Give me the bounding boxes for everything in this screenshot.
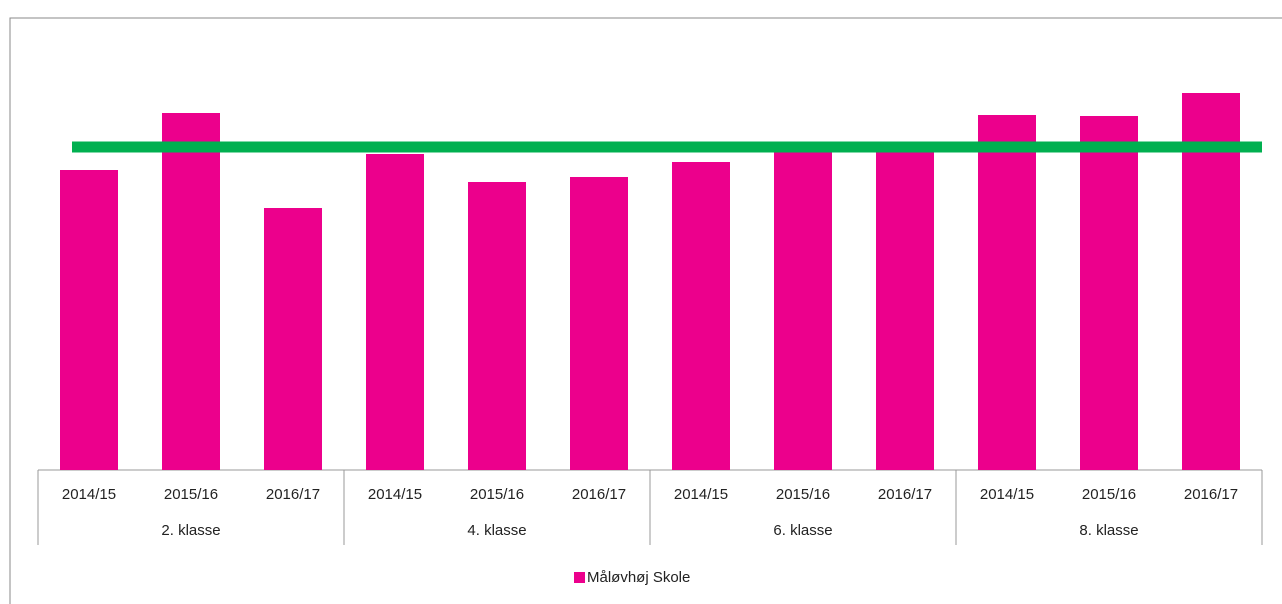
x-tick-label: 2015/16	[470, 486, 524, 503]
x-tick-label: 2015/16	[164, 486, 218, 503]
bar	[570, 177, 628, 470]
x-tick-label: 2016/17	[1184, 486, 1238, 503]
x-tick-label: 2015/16	[776, 486, 830, 503]
bar	[162, 113, 220, 470]
x-tick-label: 2014/15	[674, 486, 728, 503]
bar	[468, 182, 526, 470]
bar	[876, 150, 934, 470]
bar	[1182, 93, 1240, 470]
bar	[60, 170, 118, 470]
bar	[366, 154, 424, 470]
x-tick-label: 2016/17	[572, 486, 626, 503]
bar	[1080, 116, 1138, 470]
x-tick-label: 2014/15	[980, 486, 1034, 503]
group-label: 8. klasse	[1079, 522, 1138, 539]
x-tick-label: 2016/17	[266, 486, 320, 503]
legend-swatch	[574, 572, 585, 583]
legend-label: Måløvhøj Skole	[587, 569, 690, 586]
bar	[672, 162, 730, 470]
x-tick-label: 2014/15	[368, 486, 422, 503]
group-label: 2. klasse	[161, 522, 220, 539]
x-tick-label: 2014/15	[62, 486, 116, 503]
x-tick-label: 2016/17	[878, 486, 932, 503]
chart-frame	[9, 17, 1282, 604]
bar	[978, 115, 1036, 470]
x-tick-label: 2015/16	[1082, 486, 1136, 503]
bar	[264, 208, 322, 470]
group-label: 6. klasse	[773, 522, 832, 539]
group-label: 4. klasse	[467, 522, 526, 539]
bar	[774, 150, 832, 470]
